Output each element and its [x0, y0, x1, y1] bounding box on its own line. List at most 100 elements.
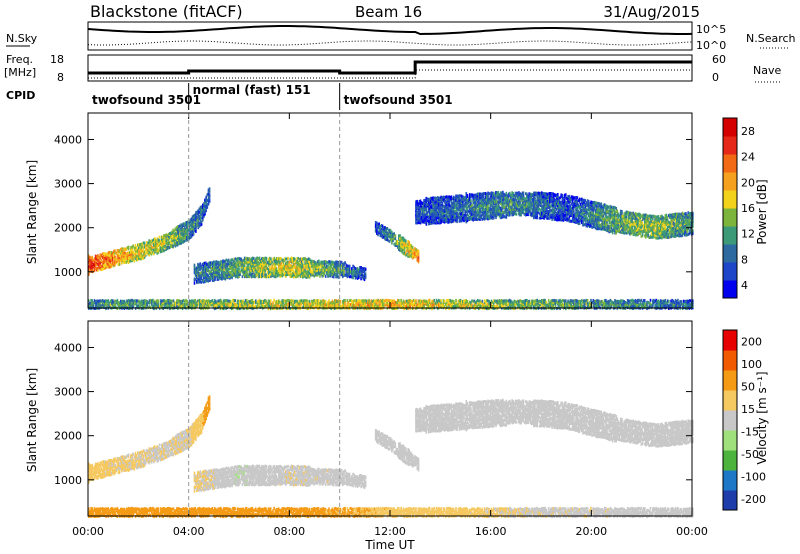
power-cell — [482, 217, 485, 220]
power-cell — [246, 261, 248, 265]
power-cell — [486, 215, 488, 219]
power-cell — [251, 266, 254, 270]
power-cell — [574, 219, 576, 222]
power-cell — [222, 264, 224, 268]
power-cell — [510, 208, 512, 212]
power-cell — [586, 219, 589, 223]
power-cell — [251, 272, 254, 276]
power-cell — [509, 191, 511, 195]
power-cell — [511, 213, 513, 217]
power-cell — [195, 211, 197, 215]
nave-label: Nave — [753, 64, 781, 77]
power-cell — [196, 275, 198, 279]
power-cell — [217, 260, 220, 264]
power-cell — [428, 197, 431, 201]
power-cell — [207, 193, 210, 197]
power-cell — [455, 205, 457, 209]
power-cell — [322, 265, 325, 269]
power-cell — [355, 269, 358, 273]
power-cell — [512, 198, 514, 202]
power-cell — [558, 196, 560, 200]
power-cell — [332, 261, 335, 265]
power-cell — [644, 224, 646, 228]
power-cell — [673, 216, 676, 220]
power-cell — [199, 262, 201, 266]
power-cell — [89, 255, 91, 259]
power-cell — [224, 264, 227, 268]
power-cell — [337, 266, 340, 270]
power-cell — [430, 205, 432, 209]
power-cell — [577, 209, 580, 213]
power-cell — [449, 198, 452, 202]
power-cell — [134, 249, 137, 253]
power-cell — [537, 200, 540, 204]
power-cell — [403, 243, 406, 247]
power-cell — [198, 214, 201, 218]
power-cell — [124, 251, 127, 255]
power-cell — [187, 220, 189, 224]
power-cell — [621, 227, 623, 231]
power-cell — [440, 207, 442, 211]
power-cell — [512, 213, 514, 217]
power-cell — [286, 271, 288, 275]
power-cell — [592, 225, 595, 229]
power-cell — [205, 279, 207, 283]
power-cell — [326, 269, 328, 273]
power-cell — [541, 204, 543, 208]
power-cell — [321, 260, 324, 264]
power-cell — [666, 217, 669, 221]
power-cell — [433, 196, 436, 200]
power-cell — [468, 210, 471, 213]
power-cell — [482, 194, 485, 198]
power-cell — [256, 262, 258, 266]
power-cell — [593, 225, 596, 229]
power-cell — [335, 264, 337, 268]
power-cell — [262, 272, 264, 276]
nave-tick-high: 60 — [712, 53, 726, 66]
power-cell — [536, 205, 538, 209]
power-cell — [555, 215, 558, 219]
power-cell — [242, 258, 245, 262]
power-cell — [208, 269, 211, 273]
power-cell — [598, 211, 600, 215]
power-cell — [603, 219, 606, 223]
power-cell — [354, 276, 357, 280]
power-cell — [442, 204, 445, 208]
power-cell — [673, 224, 676, 228]
power-cell — [156, 240, 158, 244]
power-cell — [189, 235, 191, 239]
power-cell — [498, 195, 501, 199]
power-cell — [602, 203, 605, 207]
power-cell — [201, 266, 204, 270]
power-cell — [229, 267, 231, 271]
freq-strip: Freq. [MHz] 18 8 60 0 Nave — [4, 53, 781, 84]
power-cell — [472, 214, 474, 218]
power-cell — [657, 236, 660, 240]
power-cell — [662, 234, 664, 238]
power-cell — [570, 195, 573, 199]
power-cell — [254, 263, 256, 266]
power-cell — [105, 259, 107, 263]
power-cell — [213, 275, 215, 279]
power-cell — [488, 210, 490, 213]
power-cell — [408, 243, 410, 246]
power-cell — [266, 261, 269, 265]
power-cell — [433, 213, 436, 217]
power-cell — [459, 219, 462, 223]
power-cell — [560, 205, 562, 209]
power-cell — [303, 270, 305, 274]
power-cell — [288, 269, 290, 273]
power-cell — [172, 235, 174, 239]
power-cell — [668, 222, 670, 226]
power-cell — [215, 262, 217, 266]
power-cell — [615, 231, 617, 235]
power-cell — [249, 258, 252, 262]
power-cell — [484, 195, 487, 199]
power-cell — [530, 214, 533, 218]
power-cell — [194, 269, 197, 273]
power-cell — [608, 205, 611, 209]
power-cell — [237, 261, 239, 265]
power-cell — [172, 244, 174, 248]
power-cell — [207, 264, 209, 268]
power-cell — [674, 218, 677, 222]
